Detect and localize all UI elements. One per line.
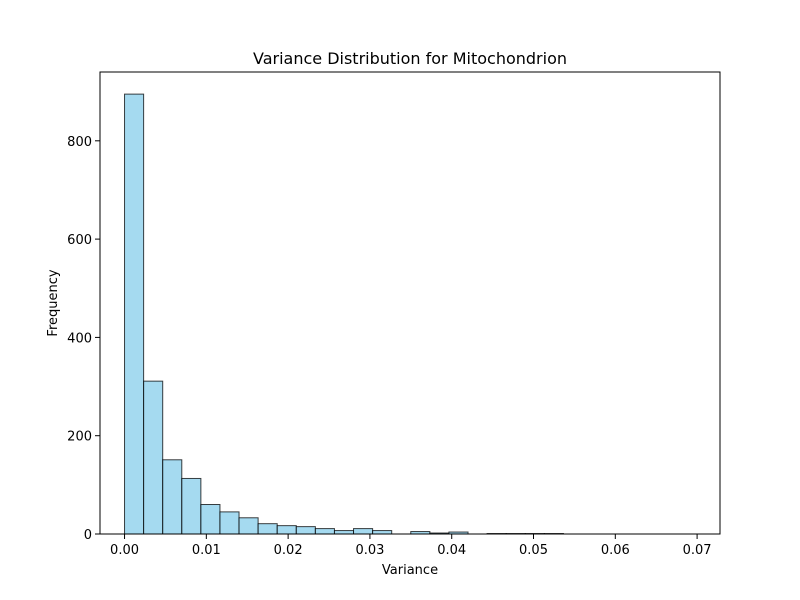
x-tick-label: 0.00 — [110, 543, 139, 558]
x-tick-label: 0.01 — [192, 543, 221, 558]
y-tick-label: 200 — [67, 430, 92, 445]
y-tick-label: 800 — [67, 135, 92, 150]
histogram-bar — [200, 504, 221, 535]
x-axis-label: Variance — [382, 563, 438, 578]
histogram-bar — [181, 477, 202, 535]
histogram-bar — [333, 530, 355, 535]
plot-frame — [99, 71, 721, 535]
histogram-bar — [124, 93, 145, 535]
histogram-bar — [314, 528, 335, 535]
histogram-bar — [143, 380, 164, 535]
histogram-bar — [276, 525, 297, 535]
y-tick-label: 400 — [67, 331, 92, 346]
histogram-bar — [372, 530, 393, 535]
histogram-bar — [219, 511, 240, 535]
x-tick-label: 0.05 — [519, 543, 548, 558]
x-axis-ticks: 0.00 0.01 0.02 0.03 0.04 0.05 0.06 0.07 — [110, 534, 712, 558]
x-tick-label: 0.06 — [601, 543, 630, 558]
histogram-bar — [238, 517, 259, 535]
chart-title: Variance Distribution for Mitochondrion — [253, 49, 567, 68]
histogram-bar — [257, 523, 278, 535]
bars-group — [124, 93, 564, 535]
x-tick-label: 0.03 — [355, 543, 384, 558]
y-tick-label: 0 — [84, 528, 92, 543]
y-axis-ticks: 0 200 400 600 800 — [67, 135, 100, 543]
y-tick-label: 600 — [67, 233, 92, 248]
histogram-bar — [162, 459, 183, 535]
y-axis-label: Frequency — [46, 269, 61, 336]
histogram-bar — [295, 526, 316, 535]
x-tick-label: 0.04 — [437, 543, 466, 558]
histogram-bar — [353, 528, 374, 535]
x-tick-label: 0.02 — [274, 543, 303, 558]
x-tick-label: 0.07 — [683, 543, 712, 558]
